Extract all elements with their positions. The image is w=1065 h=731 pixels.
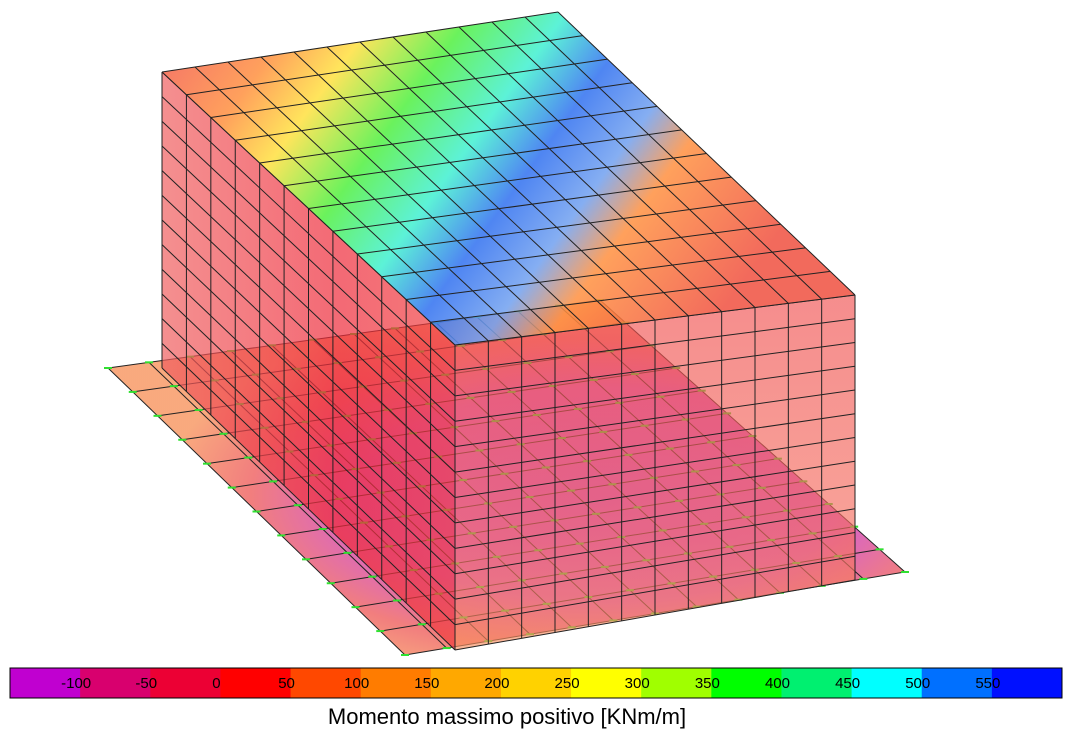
legend-band [711, 668, 782, 698]
mesh-line [454, 532, 856, 600]
legend-band [80, 668, 151, 698]
mesh-line [454, 389, 856, 448]
legend-band [781, 668, 853, 698]
legend-tick-label: 450 [835, 675, 860, 692]
legend-band [571, 668, 642, 698]
mesh-line [161, 342, 456, 625]
mesh-line [210, 58, 608, 118]
legend-tick-label: 300 [625, 675, 650, 692]
legend-tick-label: 50 [278, 675, 295, 692]
mesh-line [454, 508, 856, 575]
legend-band [991, 668, 1063, 698]
top-slab [162, 12, 855, 345]
model [104, 11, 909, 656]
legend-tick-label: 500 [905, 675, 930, 692]
mesh-line [161, 120, 456, 397]
mesh-line [186, 35, 583, 96]
mesh-line [454, 365, 856, 422]
mesh-line [161, 11, 559, 73]
legend-band [360, 668, 432, 698]
legend-band [500, 668, 572, 698]
legend-band [641, 668, 712, 698]
legend-tick-label: -100 [61, 675, 91, 692]
mesh-line [161, 293, 456, 575]
mesh-line [381, 223, 781, 278]
legend-band [150, 668, 221, 698]
mesh-line [430, 270, 831, 323]
legend-tick-label: 150 [414, 675, 439, 692]
mesh-line [332, 176, 732, 232]
mesh-line [406, 247, 806, 300]
legend-tick-label: 200 [484, 675, 509, 692]
mesh-line [454, 318, 856, 371]
legend-frame [9, 667, 1063, 699]
legend-tick-label: 350 [695, 675, 720, 692]
mesh-line [161, 367, 456, 651]
legend-band [290, 668, 362, 698]
mesh-line [284, 129, 682, 187]
mesh-line [161, 268, 456, 549]
mesh-line [308, 153, 707, 209]
mesh-line [161, 244, 456, 524]
legend-tick-label: -50 [135, 675, 157, 692]
legend-band [220, 668, 292, 698]
legend-tick-label: 0 [212, 675, 220, 692]
mesh-line [454, 484, 856, 549]
legend-tick-label: 400 [765, 675, 790, 692]
legend-band [10, 668, 81, 698]
legend-tick-label: 250 [555, 675, 580, 692]
mesh-line [454, 579, 856, 651]
mesh-line [454, 342, 856, 397]
mesh-line [161, 96, 456, 371]
legend: -100 -50 0 50 100 150 200 250 300 350 400 450 500 550 [9, 667, 1063, 699]
legend-tick-label: 100 [344, 675, 369, 692]
mesh-line [454, 460, 856, 524]
legend-title: Momento massimo positivo [KNm/m] [328, 704, 686, 729]
mesh-line [161, 145, 456, 422]
mesh-line [161, 219, 456, 498]
mesh-line [357, 200, 757, 255]
mesh-line [161, 194, 456, 473]
mesh-line [454, 413, 856, 473]
legend-band [430, 668, 502, 698]
legend-band [921, 668, 993, 698]
legend-band [851, 668, 923, 698]
mesh-line [454, 555, 856, 626]
mesh-line [161, 170, 456, 448]
mesh-line [235, 82, 633, 141]
mesh-line [161, 318, 456, 600]
mesh-line [259, 105, 658, 164]
legend-tick-label: 550 [975, 675, 1000, 692]
mesh-line [454, 294, 856, 346]
mesh-line [454, 437, 856, 498]
